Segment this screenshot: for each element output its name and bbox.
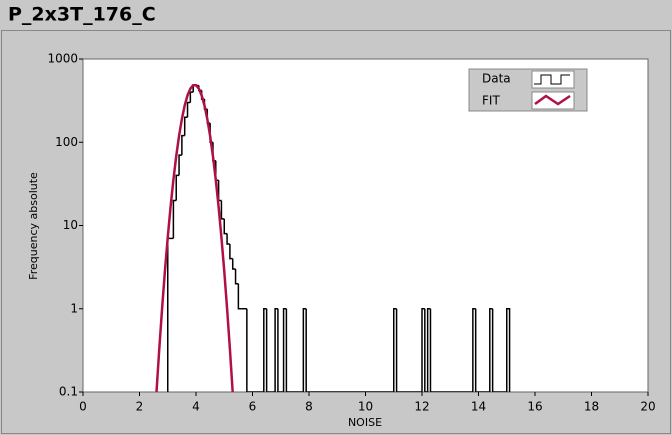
histogram-bin <box>220 200 225 220</box>
histogram-bin <box>474 308 490 392</box>
chart-title: P_2x3T_176_C <box>8 4 156 26</box>
legend-icon <box>534 94 571 106</box>
x-tick-label: 18 <box>584 400 599 414</box>
legend-label: Data <box>482 72 511 86</box>
x-tick-label: 10 <box>358 400 373 414</box>
x-tick-label: 14 <box>471 400 486 414</box>
histogram-bin <box>175 174 180 201</box>
x-tick-label: 20 <box>640 400 655 414</box>
histogram-bin <box>274 308 278 392</box>
histogram-bin <box>426 308 431 392</box>
fit-line <box>155 83 234 392</box>
histogram-bin <box>172 199 177 239</box>
y-tick-label: 100 <box>55 135 78 149</box>
y-tick-label: 10 <box>63 218 78 232</box>
histogram-bin <box>472 308 476 392</box>
histogram-bin <box>186 101 191 118</box>
histogram-bin <box>285 308 304 392</box>
y-tick-label: 1000 <box>47 52 78 66</box>
histogram-bin <box>506 308 511 392</box>
x-tick-label: 16 <box>527 400 542 414</box>
histogram-bin <box>429 308 473 392</box>
histogram-bin <box>277 308 284 392</box>
x-tick-label: 2 <box>136 400 144 414</box>
x-axis-label: NOISE <box>348 416 382 429</box>
legend-icon <box>534 74 570 85</box>
histogram-bin <box>489 308 493 392</box>
histogram-bin <box>263 308 267 392</box>
plot-marks <box>155 83 511 392</box>
histogram-bin <box>234 269 239 285</box>
histogram-bin <box>421 308 425 392</box>
legend-label: FIT <box>482 94 500 108</box>
legend-icon-bg <box>531 70 575 89</box>
histogram-bin <box>265 308 276 392</box>
histogram-bin <box>226 233 230 245</box>
histogram-bin <box>181 134 185 156</box>
histogram-bin <box>395 308 422 392</box>
x-tick-label: 6 <box>249 400 257 414</box>
title-bar <box>0 0 672 30</box>
histogram-bin <box>223 218 228 235</box>
histogram-bin <box>229 243 233 260</box>
legend: Data FIT <box>468 68 588 112</box>
histogram-bin <box>237 283 242 310</box>
histogram-bin <box>393 308 397 392</box>
histogram-bin <box>302 308 307 392</box>
histogram-bin <box>424 308 428 392</box>
y-axis-label: Frequency absolute <box>27 172 40 280</box>
histogram-bin <box>491 308 507 392</box>
plot-area <box>82 58 649 393</box>
x-tick-label: 0 <box>79 400 87 414</box>
histogram-bin <box>183 116 188 136</box>
histogram-bin <box>282 308 287 392</box>
histogram-bin <box>231 258 236 270</box>
x-tick-label: 12 <box>414 400 429 414</box>
histogram-bin <box>189 91 194 103</box>
y-tick-label: 1 <box>70 301 78 315</box>
histogram-bin <box>305 308 394 392</box>
y-tick-label: 0.1 <box>59 385 78 399</box>
histogram-bin <box>178 154 182 176</box>
x-tick-label: 4 <box>192 400 200 414</box>
x-tick-label: 8 <box>305 400 313 414</box>
histogram-bin <box>246 308 264 392</box>
